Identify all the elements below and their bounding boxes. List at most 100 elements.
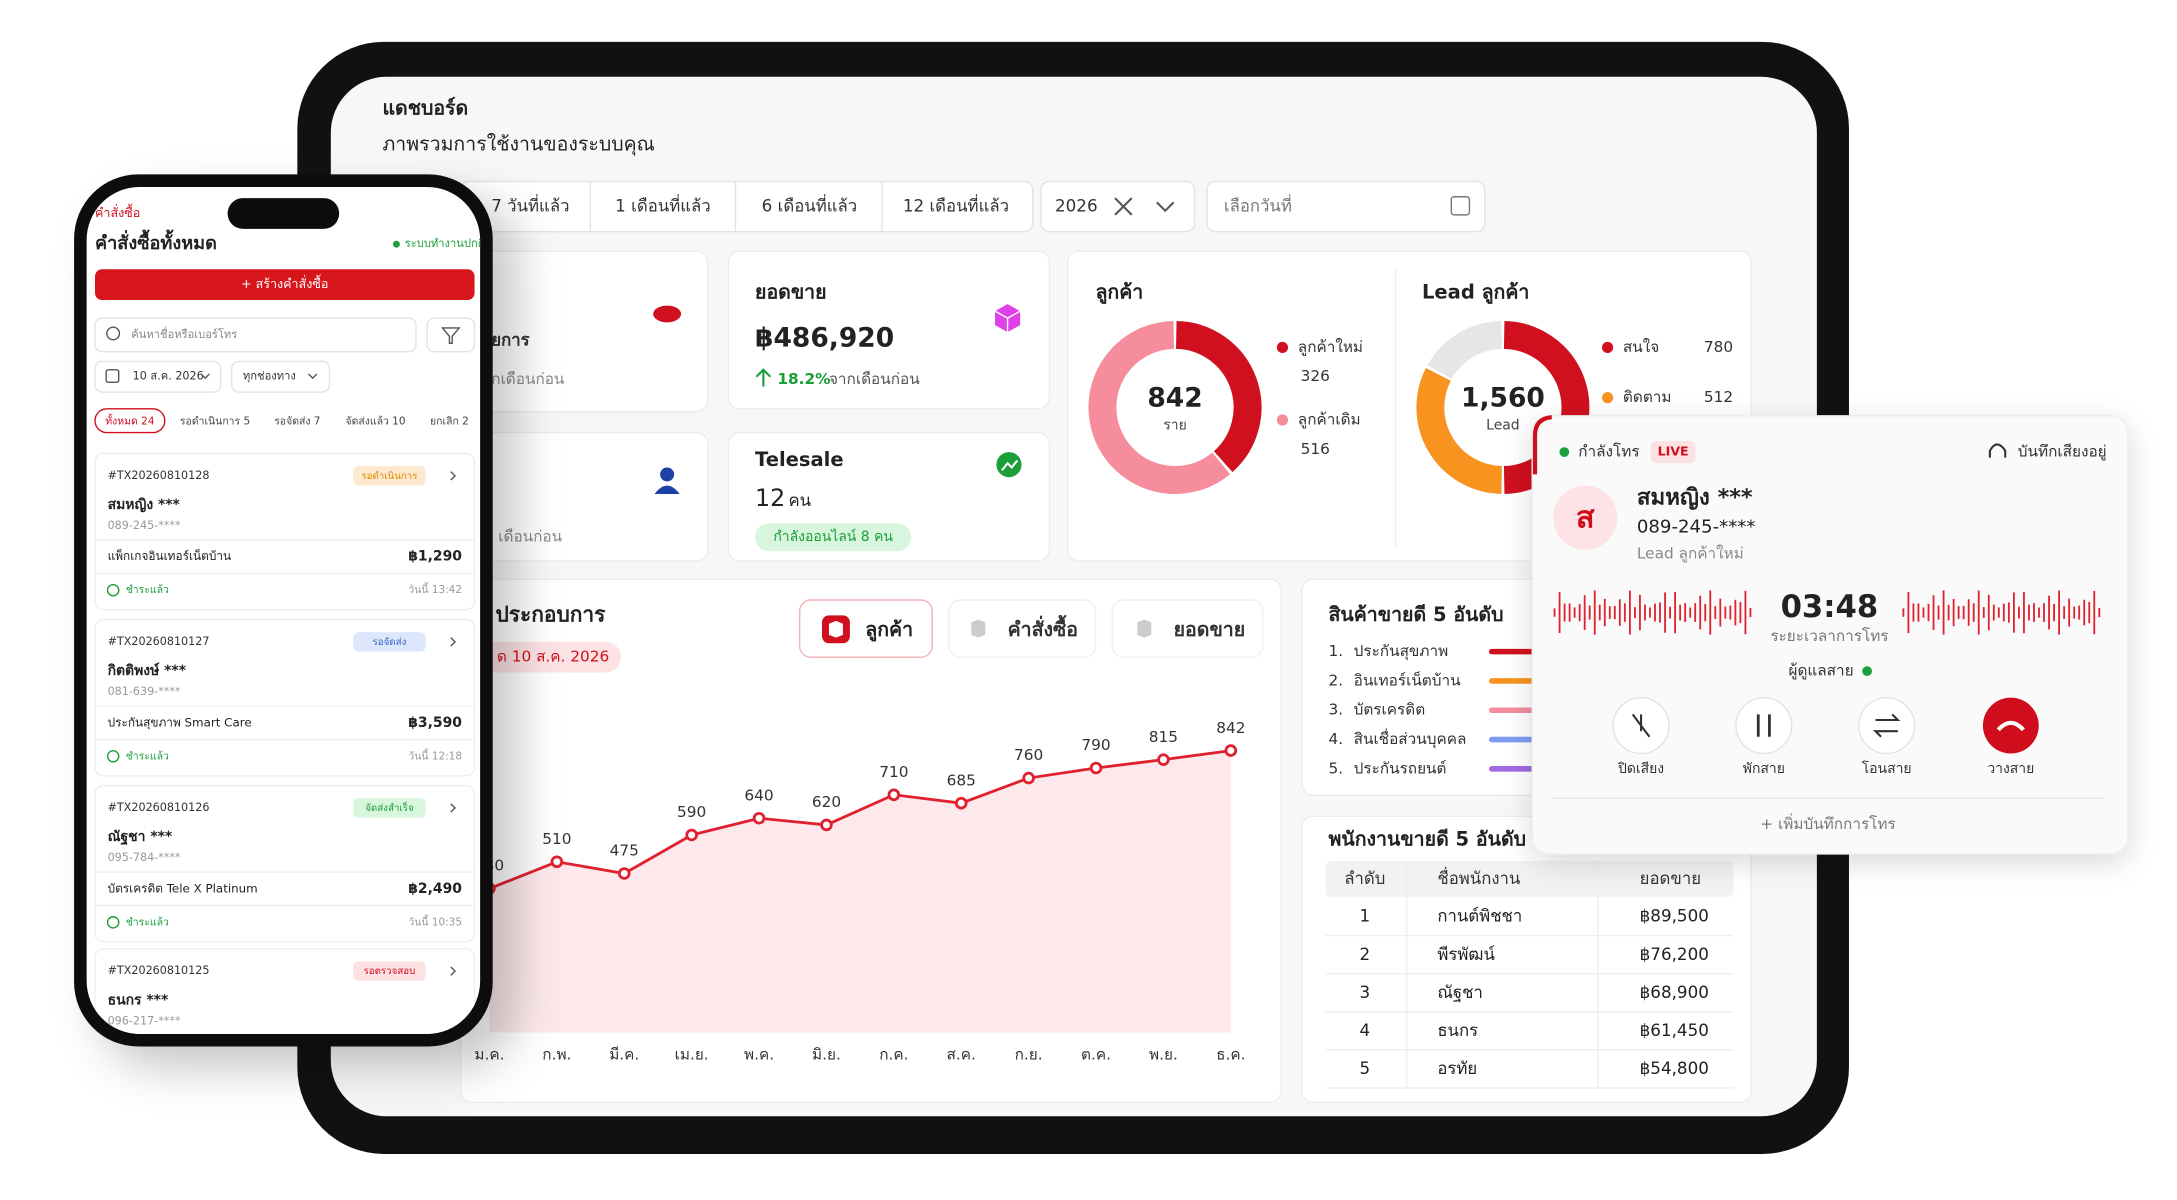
call-button[interactable]: [1982, 697, 2039, 754]
point: [887, 788, 901, 802]
clear-icon: [1114, 197, 1133, 216]
card-title: Lead ลูกค้า: [1422, 281, 1529, 306]
status-badge: [353, 632, 426, 652]
label: ชำระแล้ว: [126, 750, 169, 762]
tab-label: รอดำเนินการ 5: [180, 415, 250, 427]
label: วันนี้ 13:42: [408, 582, 462, 596]
x-tick-label: ต.ค.: [1081, 1045, 1111, 1063]
icon: [1001, 459, 1019, 471]
tab[interactable]: [1111, 599, 1264, 658]
point: [1224, 744, 1238, 757]
call-button[interactable]: [1735, 696, 1793, 755]
table-header: [1325, 860, 1734, 898]
legend-value: 326: [1301, 367, 1330, 385]
chevron-icon: [450, 803, 456, 813]
chevron-icon: [450, 471, 456, 481]
status-badge: [353, 466, 426, 486]
tab-icon: [1137, 619, 1152, 638]
label: ประกันรถยนต์: [1354, 759, 1447, 777]
x-tick-label: มี.ค.: [609, 1045, 639, 1063]
call-panel-bg: [1531, 415, 2129, 855]
x-tick-label: พ.ย.: [1149, 1045, 1178, 1063]
calendar-icon: [1450, 196, 1471, 216]
label: ณัฐชา ***: [108, 829, 173, 846]
label: #TX20260810126: [108, 801, 210, 814]
tab[interactable]: [948, 599, 1097, 658]
table-header: ยอดขาย: [1640, 868, 1701, 888]
channel-chip[interactable]: [231, 360, 331, 393]
label: 2.: [1329, 671, 1344, 689]
legend-dot: [1276, 414, 1289, 426]
button-label: ปิดเสียง: [1617, 761, 1664, 777]
legend-label: ลูกค้าใหม่: [1298, 338, 1363, 357]
icon: [1756, 714, 1771, 737]
calendar-icon: [105, 369, 120, 384]
label: รอจัดส่ง: [373, 637, 407, 648]
legend-label: สนใจ: [1623, 338, 1659, 356]
label: กิตติพงษ์ ***: [107, 662, 187, 679]
label: 3.: [1329, 701, 1344, 719]
label: ชำระแล้ว: [126, 584, 169, 596]
data-label: 710: [879, 763, 908, 781]
order-card[interactable]: [94, 618, 476, 777]
tab-active[interactable]: [94, 408, 166, 434]
label: ชำระแล้ว: [126, 916, 169, 928]
filter-button[interactable]: [426, 317, 476, 353]
data-label: 790: [1081, 736, 1110, 754]
label: 5.: [1329, 759, 1344, 777]
x-tick-label: ธ.ค.: [1216, 1045, 1245, 1063]
table-cell: ฿68,900: [1640, 982, 1709, 1002]
donut-unit: ราย: [1163, 418, 1186, 434]
line: [488, 749, 1232, 890]
legend-dot: [1601, 392, 1614, 404]
point: [685, 828, 698, 842]
label: ฿486,920: [755, 323, 894, 354]
order-card[interactable]: [94, 452, 476, 611]
label: อินเทอร์เน็ตบ้าน: [1354, 670, 1461, 689]
label: 4.: [1329, 730, 1344, 748]
label: ประกันสุขภาพ: [1354, 642, 1449, 661]
call-button[interactable]: [1858, 696, 1916, 755]
area: [489, 750, 1231, 1033]
point: [617, 867, 631, 880]
label: สินเชื่อส่วนบุคคล: [1354, 728, 1467, 749]
create-button[interactable]: [95, 269, 475, 300]
tab-label: คำสั่งซื้อ: [1008, 614, 1078, 641]
search-box[interactable]: [94, 317, 417, 353]
label: สมหญิง ***: [1637, 485, 1753, 511]
legend-dot: [1276, 341, 1289, 354]
check-icon: [106, 750, 120, 763]
arrow-up: [755, 368, 772, 387]
label: แพ็กเกจอินเทอร์เน็ตบ้าน: [108, 548, 232, 563]
tab-icon: [828, 620, 843, 638]
tab-label: รอจัดส่ง 7: [274, 415, 320, 427]
label: ประกอบการ: [495, 602, 606, 626]
donut-segment: [1088, 320, 1231, 494]
legend-label: ติดตาม: [1623, 388, 1672, 406]
status-dot: [1559, 447, 1570, 457]
date-chip[interactable]: [94, 360, 222, 393]
label: ยการ: [491, 329, 529, 349]
label: 03:48: [1781, 590, 1879, 625]
table-cell: ณัฐชา: [1437, 982, 1483, 1002]
label: 095-784-****: [108, 851, 181, 864]
data-label: 590: [677, 803, 706, 821]
label: 10 ส.ค. 2026: [133, 370, 204, 383]
label: ส: [1576, 501, 1595, 536]
donut-segment: [1416, 367, 1503, 494]
avatar: [1553, 485, 1618, 550]
label: วันนี้ 12:18: [408, 748, 462, 762]
tab-label: ลูกค้า: [865, 618, 913, 643]
point: [1022, 771, 1035, 785]
order-card[interactable]: [94, 784, 476, 943]
year-select[interactable]: [1040, 180, 1196, 233]
table-cell: ฿61,450: [1640, 1020, 1709, 1040]
icon: [1631, 713, 1651, 738]
label: รอตรวจสอบ: [364, 966, 416, 977]
donut-unit: Lead: [1486, 418, 1519, 434]
date-input[interactable]: [1206, 180, 1486, 233]
page-title: แดชบอร์ด: [382, 96, 468, 119]
headset-icon: [1988, 443, 2007, 458]
button-label: วางสาย: [1987, 761, 2034, 777]
label: 12: [755, 484, 785, 512]
